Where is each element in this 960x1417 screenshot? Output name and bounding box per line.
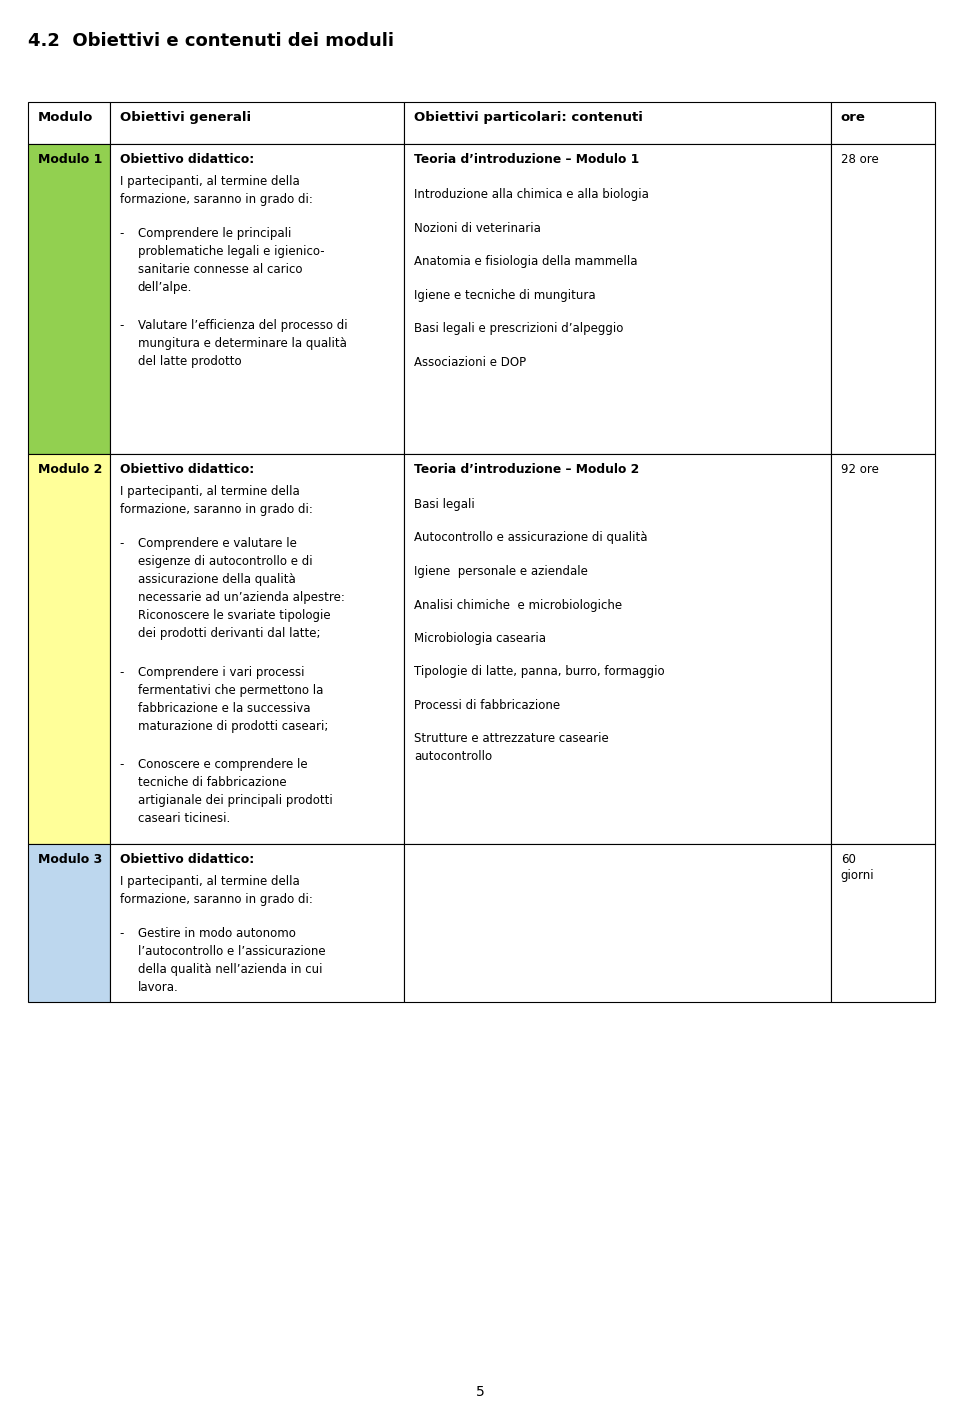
Text: Obiettivi generali: Obiettivi generali [120,111,251,125]
Text: Comprendere i vari processi
fermentativi che permettono la
fabbricazione e la su: Comprendere i vari processi fermentativi… [137,666,328,733]
Text: 5: 5 [475,1384,485,1399]
Text: Obiettivo didattico:: Obiettivo didattico: [120,853,253,866]
Text: Basi legali e prescrizioni d’alpeggio: Basi legali e prescrizioni d’alpeggio [415,322,624,334]
Bar [830,145,935,453]
Text: Igiene  personale e aziendale: Igiene personale e aziendale [415,565,588,578]
Text: Processi di fabbricazione: Processi di fabbricazione [415,699,561,711]
Text: Obiettivo didattico:: Obiettivo didattico: [120,153,253,166]
Bar [830,102,935,145]
Text: Gestire in modo autonomo
l’autocontrollo e l’assicurazione
della qualità nell’az: Gestire in modo autonomo l’autocontrollo… [137,927,325,993]
Text: Obiettivi particolari: contenuti: Obiettivi particolari: contenuti [415,111,643,125]
Bar [109,145,404,453]
Text: Introduzione alla chimica e alla biologia: Introduzione alla chimica e alla biologi… [415,188,649,201]
Text: I partecipanti, al termine della
formazione, saranno in grado di:: I partecipanti, al termine della formazi… [120,176,313,205]
Text: Associazioni e DOP: Associazioni e DOP [415,356,526,368]
Text: Autocontrollo e assicurazione di qualità: Autocontrollo e assicurazione di qualità [415,531,648,544]
Text: Igiene e tecniche di mungitura: Igiene e tecniche di mungitura [415,289,596,302]
Text: -: - [120,927,124,939]
Text: Tipologie di latte, panna, burro, formaggio: Tipologie di latte, panna, burro, formag… [415,666,665,679]
Text: Comprendere e valutare le
esigenze di autocontrollo e di
assicurazione della qua: Comprendere e valutare le esigenze di au… [137,537,345,640]
Text: Analisi chimiche  e microbiologiche: Analisi chimiche e microbiologiche [415,598,622,612]
Text: Anatomia e fisiologia della mammella: Anatomia e fisiologia della mammella [415,255,637,268]
Text: 4.2  Obiettivi e contenuti dei moduli: 4.2 Obiettivi e contenuti dei moduli [28,33,394,50]
Bar [404,453,830,845]
Text: ore: ore [841,111,866,125]
Text: Microbiologia casearia: Microbiologia casearia [415,632,546,645]
Text: Obiettivo didattico:: Obiettivo didattico: [120,463,253,476]
Bar [109,845,404,1002]
Text: -: - [120,666,124,679]
Text: Modulo 2: Modulo 2 [38,463,103,476]
Text: Modulo 1: Modulo 1 [38,153,103,166]
Text: -: - [120,227,124,239]
Text: Comprendere le principali
problematiche legali e igienico-
sanitarie connesse al: Comprendere le principali problematiche … [137,227,324,293]
Text: Modulo 3: Modulo 3 [38,853,103,866]
Text: Teoria d’introduzione – Modulo 2: Teoria d’introduzione – Modulo 2 [415,463,639,476]
Text: 92 ore: 92 ore [841,463,878,476]
Bar [28,102,109,145]
Text: -: - [120,319,124,332]
Text: Teoria d’introduzione – Modulo 1: Teoria d’introduzione – Modulo 1 [415,153,639,166]
Bar [109,453,404,845]
Bar [830,845,935,1002]
Text: 28 ore: 28 ore [841,153,878,166]
Bar [28,845,109,1002]
Text: -: - [120,758,124,771]
Text: Valutare l’efficienza del processo di
mungitura e determinare la qualità
del lat: Valutare l’efficienza del processo di mu… [137,319,348,368]
Bar [404,845,830,1002]
Bar [28,453,109,845]
Bar [404,145,830,453]
Text: I partecipanti, al termine della
formazione, saranno in grado di:: I partecipanti, al termine della formazi… [120,485,313,516]
Text: 60
giorni: 60 giorni [841,853,875,881]
Text: Strutture e attrezzature casearie
autocontrollo: Strutture e attrezzature casearie autoco… [415,733,610,764]
Bar [28,145,109,453]
Text: Nozioni di veterinaria: Nozioni di veterinaria [415,221,541,234]
Text: Basi legali: Basi legali [415,497,475,512]
Bar [830,453,935,845]
Text: Conoscere e comprendere le
tecniche di fabbricazione
artigianale dei principali : Conoscere e comprendere le tecniche di f… [137,758,332,825]
Bar [109,102,404,145]
Bar [404,102,830,145]
Text: -: - [120,537,124,550]
Text: Modulo: Modulo [38,111,93,125]
Text: I partecipanti, al termine della
formazione, saranno in grado di:: I partecipanti, al termine della formazi… [120,876,313,905]
